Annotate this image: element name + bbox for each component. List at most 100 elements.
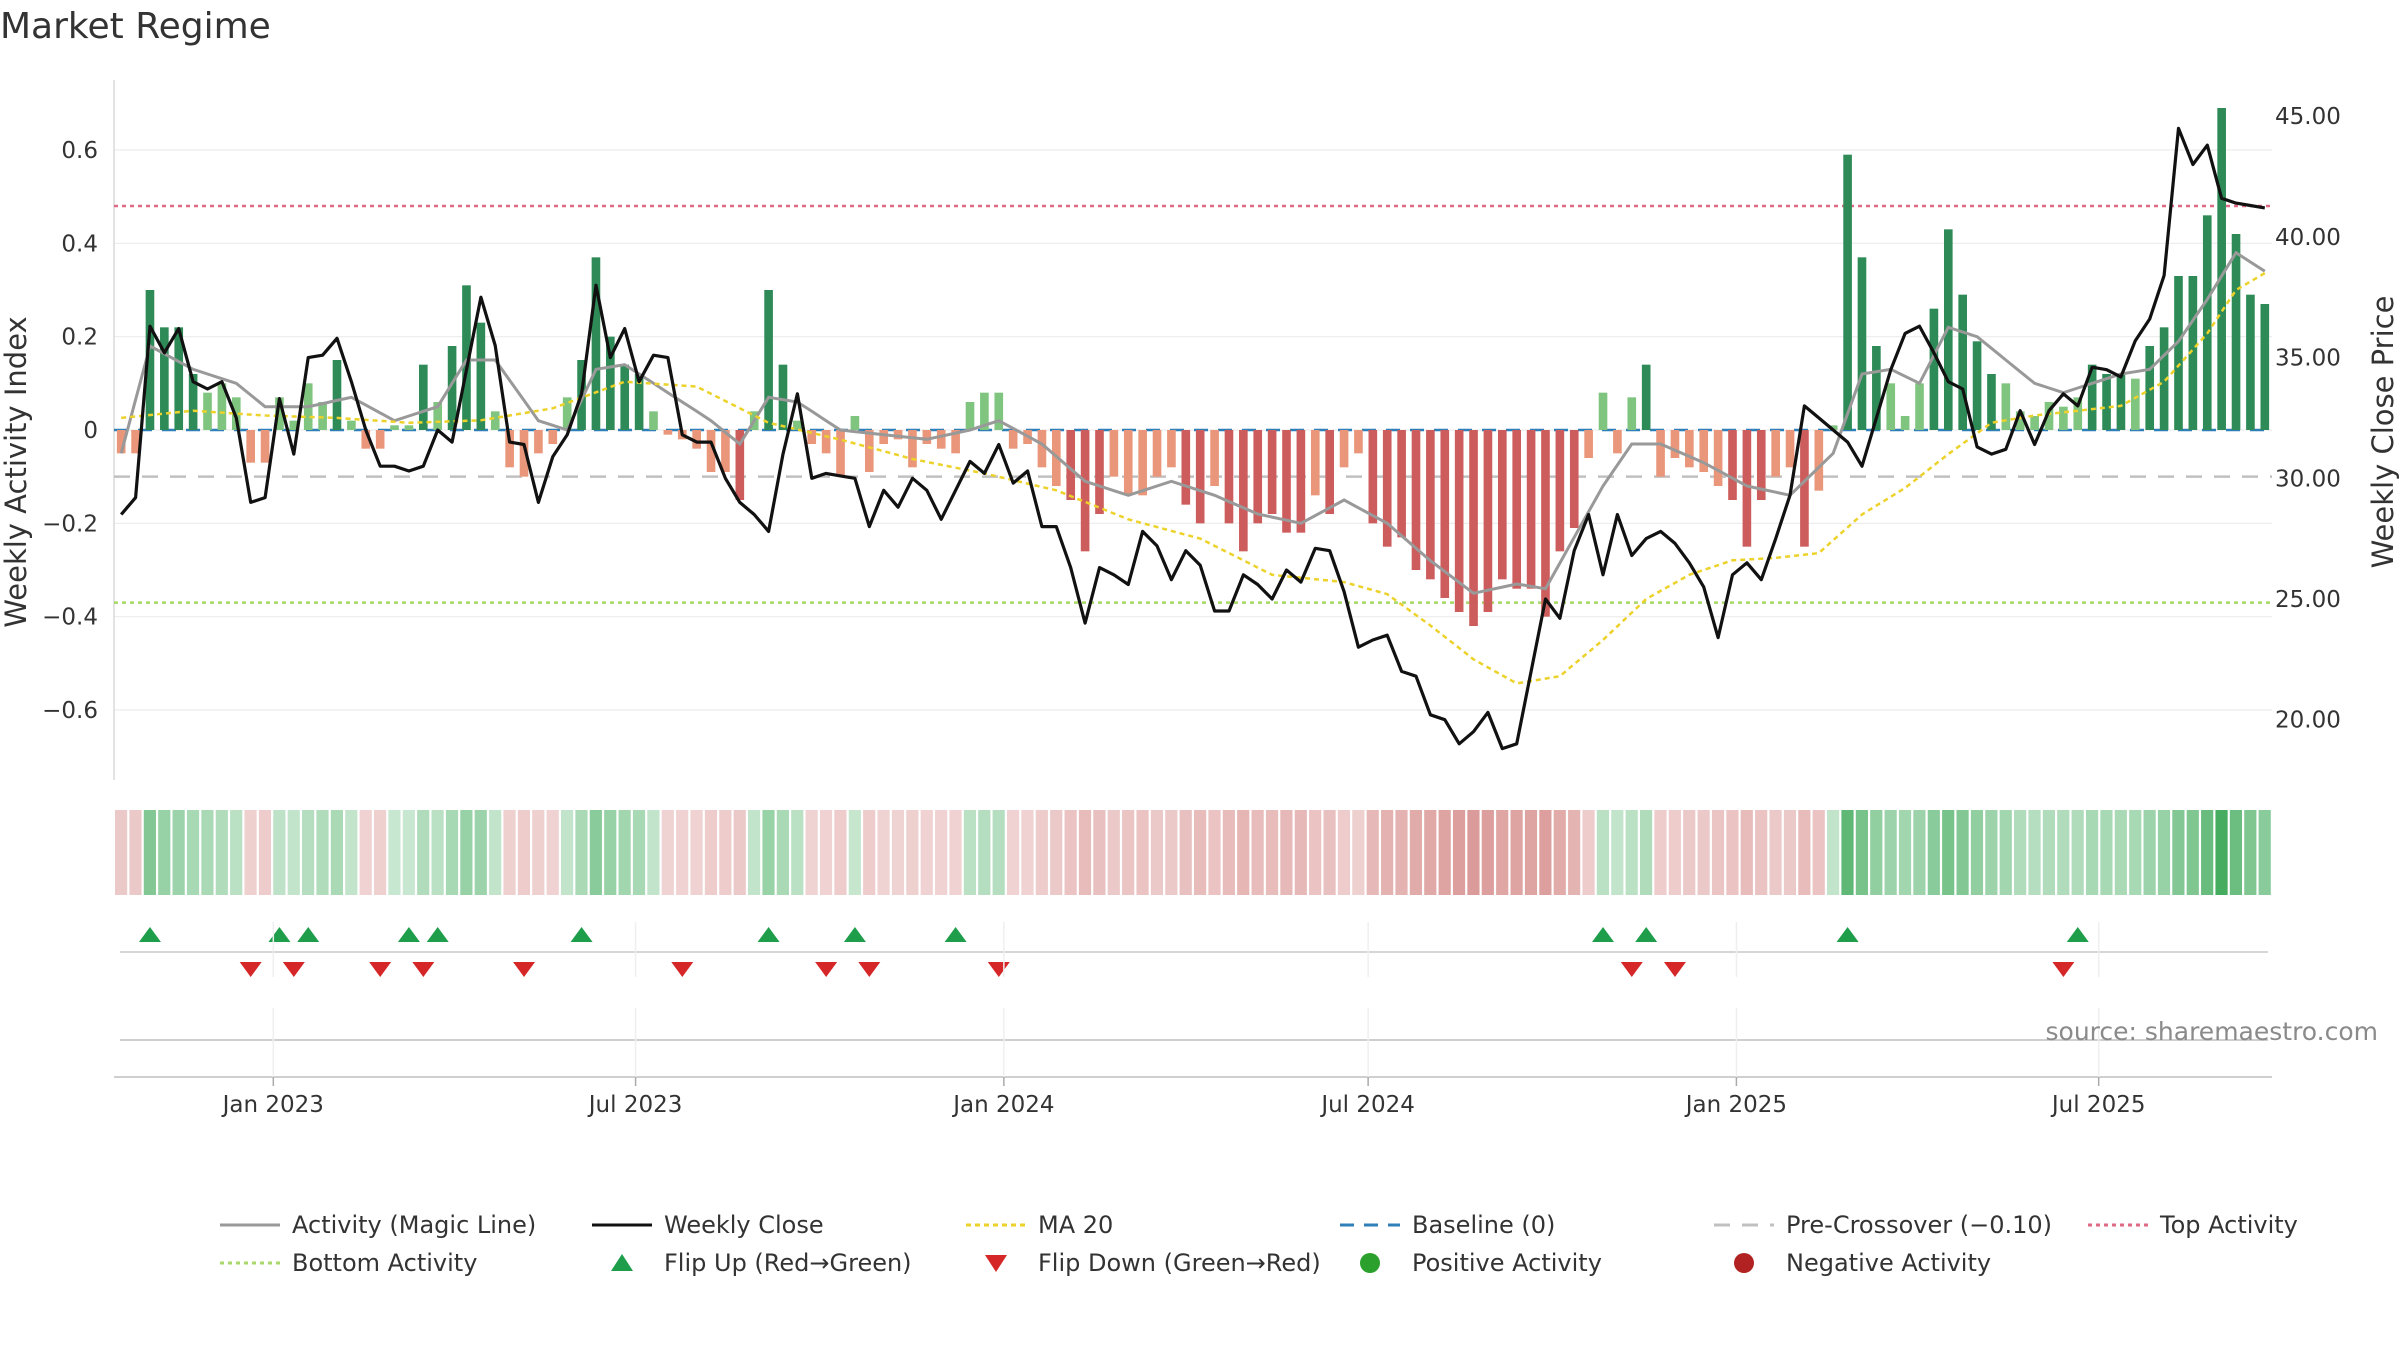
flip-down-marker [513,962,536,977]
regime-strip-cell [129,810,142,895]
magic-line [119,250,2266,595]
legend-item: Top Activity [2088,1211,2298,1239]
regime-strip-cell [345,810,358,895]
regime-strip-cell [1409,810,1422,895]
activity-bar [1742,430,1752,547]
activity-bar [260,430,270,463]
activity-bar [2260,304,2270,430]
flip-down-marker [858,962,881,977]
series-lines [119,126,2266,751]
activity-bar [2159,327,2169,430]
regime-strip-cell [1424,810,1437,895]
regime-strip-cell [1783,810,1797,895]
regime-strip-cell [1496,810,1509,895]
regime-strip-cell [316,810,329,895]
activity-bar [2188,276,2198,430]
activity-bar [1310,430,1320,496]
activity-bar [1152,430,1162,477]
activity-bar [908,430,917,468]
regime-strip-cell [1726,810,1739,895]
activity-bar [275,397,284,430]
flip-down-marker [1663,962,1686,977]
regime-strip-cell [1366,810,1379,895]
activity-bar [519,430,529,477]
regime-strip-cell [1625,810,1638,895]
activity-bar [2102,374,2111,430]
activity-bar [1685,430,1694,468]
regime-strip-cell [1006,810,1020,895]
regime-strip-cell [676,810,689,895]
flip-down-marker [671,962,694,977]
flip-down-marker [239,962,262,977]
regime-strip-cell [661,810,674,895]
regime-strip-cell [1467,810,1480,895]
regime-strip-cell [330,810,343,895]
activity-bar [2001,383,2011,430]
regime-strip-cell [2258,810,2271,895]
regime-strip-cell [2186,810,2199,895]
flip-up-marker [268,927,291,942]
activity-bar [1167,430,1176,468]
regime-strip-cell [172,810,185,895]
activity-bar [1569,430,1579,528]
regime-strip-cell [1050,810,1063,895]
regime-strip-cell [460,810,473,895]
activity-bar [2246,294,2255,430]
right-tick-label: 45.00 [2275,104,2341,130]
reference-lines [114,204,2272,604]
regime-strip-cell [546,810,559,895]
regime-strip-cell [992,810,1005,895]
legend-label: Activity (Magic Line) [292,1211,536,1239]
activity-bar [1267,430,1277,514]
flip-markers [120,927,2268,977]
activity-bar [1123,430,1133,496]
activity-bar [1296,430,1306,533]
activity-bar [1080,430,1090,552]
regime-strip-cell [215,810,228,895]
regime-strip-cell [1827,810,1840,895]
activity-bar [1066,430,1076,500]
regime-strip-cell [2114,810,2127,895]
activity-bar [246,430,255,463]
activity-bar [534,430,543,454]
regime-strip-cell [1582,810,1595,895]
regime-strip-cell [503,810,516,895]
activity-bar [1512,430,1522,589]
activity-bar [692,430,701,449]
regime-strip-cell [1913,810,1926,895]
activity-bar [1526,430,1536,589]
regime-strip-cell [2014,810,2027,895]
right-axis-label: Weekly Close Price [2366,296,2400,569]
regime-strip-cell [1539,810,1552,895]
activity-bar [1613,430,1622,454]
axes: 0.6 0.4 0.2 0 −0.2 −0.4 −0.6 45.00 40.00 35.00 30.… [42,80,2341,780]
regime-strip-cell [1452,810,1466,895]
activity-bar [1325,430,1334,514]
regime-strip-cell [2028,810,2041,895]
regime-strip-cell [431,810,444,895]
activity-bar [1469,430,1478,626]
activity-bar [2217,108,2226,430]
activity-bar [1382,430,1392,547]
activity-bar [1656,430,1665,477]
legend-label: Flip Down (Green→Red) [1038,1249,1321,1277]
activity-bar [347,420,356,430]
regime-strip-cell [1352,810,1365,895]
activity-bar [1641,364,1651,430]
activity-bar [1828,425,1838,430]
flip-down-marker [412,962,435,977]
activity-bar [1886,383,1896,430]
regime-strip-cell [604,810,617,895]
activity-bar [1239,430,1248,552]
regime-strip-cell [1711,810,1725,895]
regime-strip-cell [2143,810,2156,895]
activity-bar [1598,392,1608,430]
regime-strip-cell [532,810,545,895]
activity-bar [821,430,831,454]
regime-strip-cell [373,810,387,895]
regime-strip-cell [877,810,890,895]
regime-strip-cell [805,810,818,895]
regime-strip-cell [1481,810,1494,895]
activity-bar [2202,215,2212,430]
regime-strip-cell [388,810,401,895]
